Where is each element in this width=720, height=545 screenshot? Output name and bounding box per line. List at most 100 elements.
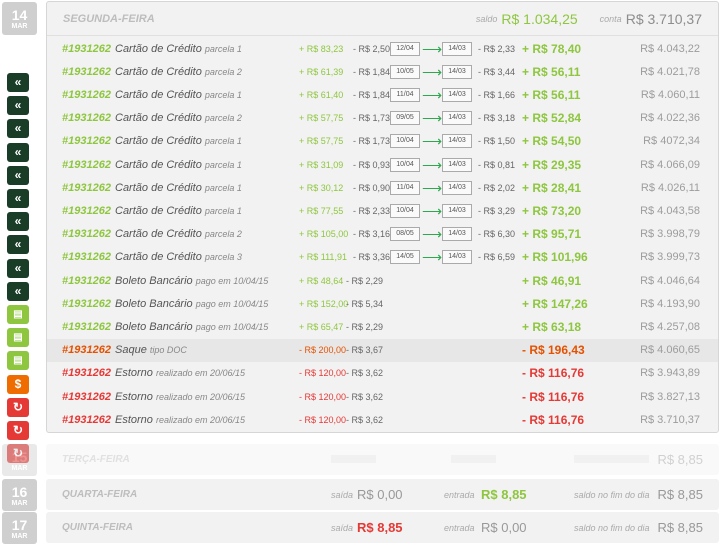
credit-card-icon[interactable]: « bbox=[7, 281, 29, 301]
boleto-icon[interactable]: ▤ bbox=[7, 328, 29, 348]
date-month: MAR bbox=[11, 23, 28, 30]
credit-card-icon[interactable]: « bbox=[7, 258, 29, 278]
gross-amount: + R$ 105,00 bbox=[299, 229, 349, 240]
transaction-id[interactable]: #1931262 bbox=[62, 42, 111, 55]
transaction-row[interactable]: #1931262 Saque tipo DOC - R$ 200,00- R$ 3,… bbox=[47, 338, 718, 362]
day-row-quinta[interactable]: QUINTA-FEIRA saída R$ 8,85 entrada R$ 0,… bbox=[46, 512, 719, 543]
net-amount: + R$ 46,91 bbox=[522, 273, 582, 288]
credit-card-icon[interactable]: « bbox=[7, 119, 29, 139]
transaction-description: Cartão de Crédito parcela 1 bbox=[115, 182, 242, 194]
credit-card-icon[interactable]: « bbox=[7, 189, 29, 208]
net-amount: + R$ 54,50 bbox=[522, 134, 582, 149]
transaction-id[interactable]: #1931262 bbox=[62, 88, 111, 101]
transaction-detail: realizado em 20/06/15 bbox=[155, 414, 246, 425]
transaction-detail: parcela 2 bbox=[204, 113, 242, 124]
transaction-description: Boleto Bancário pago em 10/04/15 bbox=[115, 321, 268, 333]
refund-icon[interactable]: ↻ bbox=[7, 444, 29, 464]
transaction-row[interactable]: #1931262 Cartão de Crédito parcela 1 + R$ … bbox=[47, 199, 718, 222]
transaction-id[interactable]: #1931262 bbox=[62, 413, 111, 426]
transaction-detail: realizado em 20/06/15 bbox=[155, 391, 246, 402]
net-amount: - R$ 116,76 bbox=[522, 389, 585, 404]
saida-label: saída bbox=[331, 489, 354, 500]
transaction-id[interactable]: #1931262 bbox=[62, 65, 111, 78]
transaction-row[interactable]: #1931262 Estorno realizado em 20/06/15 - R… bbox=[47, 385, 718, 408]
conta-value: R$ 3.710,37 bbox=[625, 10, 702, 27]
day-row-terca[interactable]: TERÇA-FEIRA R$ 8,85 bbox=[46, 444, 719, 475]
credit-card-icon[interactable]: « bbox=[7, 165, 29, 185]
saida-value: R$ 8,85 bbox=[357, 520, 403, 535]
fee-amount: - R$ 3,16 bbox=[353, 229, 391, 240]
gross-amount: + R$ 61,40 bbox=[299, 89, 344, 100]
transaction-row[interactable]: #1931262 Cartão de Crédito parcela 2 + R$ … bbox=[47, 60, 718, 83]
fee-amount: - R$ 1,73 bbox=[353, 113, 391, 124]
dollar-icon[interactable]: $ bbox=[7, 374, 29, 394]
date-badge-17[interactable]: 17 MAR bbox=[2, 512, 37, 544]
transaction-row[interactable]: #1931262 Estorno realizado em 20/06/15 - R… bbox=[47, 362, 718, 385]
anticipation-fee: - R$ 6,59 bbox=[478, 252, 516, 263]
credit-card-icon[interactable]: « bbox=[7, 96, 29, 116]
day-row-quarta[interactable]: QUARTA-FEIRA saída R$ 0,00 entrada R$ 8,… bbox=[46, 479, 719, 510]
fee-amount: - R$ 3,36 bbox=[353, 252, 391, 263]
transaction-id[interactable]: #1931262 bbox=[62, 367, 111, 380]
transaction-row[interactable]: #1931262 Boleto Bancário pago em 10/04/15… bbox=[47, 315, 718, 338]
running-balance: R$ 4072,34 bbox=[643, 135, 700, 148]
transaction-id[interactable]: #1931262 bbox=[62, 344, 111, 357]
transaction-id[interactable]: #1931262 bbox=[62, 112, 111, 125]
transaction-id[interactable]: #1931262 bbox=[62, 181, 111, 194]
fee-amount: - R$ 2,29 bbox=[346, 275, 384, 286]
transaction-row[interactable]: #1931262 Cartão de Crédito parcela 1 + R$ … bbox=[47, 83, 718, 106]
transaction-id[interactable]: #1931262 bbox=[62, 320, 111, 333]
transaction-row[interactable]: #1931262 Cartão de Crédito parcela 1 + R$ … bbox=[47, 37, 718, 60]
transaction-id[interactable]: #1931262 bbox=[62, 228, 111, 241]
fee-amount: - R$ 5,34 bbox=[346, 298, 384, 309]
transaction-row[interactable]: #1931262 Cartão de Crédito parcela 2 + R$ … bbox=[47, 107, 718, 130]
anticipated-date: 14/03 bbox=[442, 87, 472, 102]
transaction-id[interactable]: #1931262 bbox=[62, 274, 111, 287]
transaction-row[interactable]: #1931262 Cartão de Crédito parcela 1 + R$ … bbox=[47, 176, 718, 199]
transaction-id[interactable]: #1931262 bbox=[62, 297, 111, 310]
arrow-right-icon: ⟶ bbox=[422, 156, 443, 173]
credit-card-icon[interactable]: « bbox=[7, 142, 29, 162]
fee-amount: - R$ 1,73 bbox=[353, 136, 391, 147]
transaction-row[interactable]: #1931262 Cartão de Crédito parcela 1 + R$ … bbox=[47, 130, 718, 153]
credit-card-icon[interactable]: « bbox=[7, 73, 29, 92]
transaction-id[interactable]: #1931262 bbox=[62, 204, 111, 217]
refund-icon[interactable]: ↻ bbox=[7, 397, 29, 417]
running-balance: R$ 4.046,64 bbox=[640, 274, 700, 287]
transaction-id[interactable]: #1931262 bbox=[62, 390, 111, 403]
saldo-label: saldo bbox=[475, 13, 498, 24]
running-balance: R$ 3.999,73 bbox=[640, 251, 700, 264]
transaction-id[interactable]: #1931262 bbox=[62, 251, 111, 264]
transaction-row[interactable]: #1931262 Cartão de Crédito parcela 1 + R$ … bbox=[47, 153, 718, 176]
transaction-id[interactable]: #1931262 bbox=[62, 135, 111, 148]
transaction-row[interactable]: #1931262 Estorno realizado em 20/06/15 - R… bbox=[47, 408, 718, 431]
refund-icon[interactable]: ↻ bbox=[7, 421, 29, 440]
transaction-row[interactable]: #1931262 Cartão de Crédito parcela 2 + R$ … bbox=[47, 223, 718, 246]
transaction-row[interactable]: #1931262 Boleto Bancário pago em 10/04/15… bbox=[47, 269, 718, 292]
boleto-icon[interactable]: ▤ bbox=[7, 351, 29, 371]
running-balance: R$ 4.043,22 bbox=[640, 42, 700, 55]
transaction-row[interactable]: #1931262 Boleto Bancário pago em 10/04/15… bbox=[47, 292, 718, 315]
original-date: 11/04 bbox=[390, 180, 420, 195]
transaction-type: Estorno bbox=[115, 413, 153, 426]
original-date: 12/04 bbox=[390, 41, 420, 56]
date-month: MAR bbox=[11, 500, 28, 507]
credit-card-icon[interactable]: « bbox=[7, 212, 29, 232]
running-balance: R$ 4.066,09 bbox=[640, 158, 700, 171]
transaction-id[interactable]: #1931262 bbox=[62, 158, 111, 171]
day-name: SEGUNDA-FEIRA bbox=[63, 12, 155, 25]
credit-card-icon[interactable]: « bbox=[7, 235, 29, 255]
transaction-description: Estorno realizado em 20/06/15 bbox=[115, 367, 245, 379]
gross-amount: - R$ 200,00 bbox=[299, 345, 347, 356]
transaction-row[interactable]: #1931262 Cartão de Crédito parcela 3 + R$ … bbox=[47, 246, 718, 269]
fee-amount: - R$ 2,33 bbox=[353, 205, 391, 216]
date-badge-16[interactable]: 16 MAR bbox=[2, 479, 37, 511]
date-badge-14[interactable]: 14 MAR bbox=[2, 2, 37, 35]
arrow-right-icon: ⟶ bbox=[422, 40, 443, 57]
transaction-description: Cartão de Crédito parcela 2 bbox=[115, 228, 242, 240]
transaction-type: Estorno bbox=[115, 367, 153, 380]
transaction-type: Cartão de Crédito bbox=[115, 228, 202, 241]
date-badge-15[interactable]: 15 MAR bbox=[2, 444, 37, 476]
transaction-type: Cartão de Crédito bbox=[115, 204, 202, 217]
boleto-icon[interactable]: ▤ bbox=[7, 305, 29, 324]
